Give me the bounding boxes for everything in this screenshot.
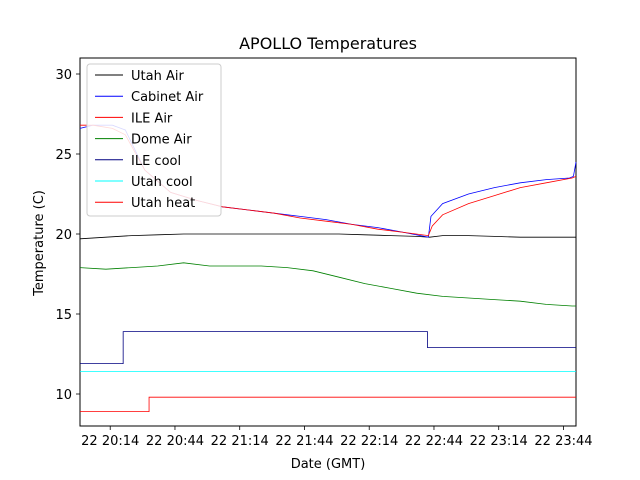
plot-frame [79, 57, 577, 427]
legend-label: Dome Air [131, 133, 192, 148]
x-tick-label: 22 20:44 [146, 434, 204, 449]
x-tick-label: 22 21:14 [211, 434, 269, 449]
series-line-ile-cool [80, 331, 576, 365]
x-tick-label: 22 22:44 [405, 434, 463, 449]
legend-label: Utah Air [131, 69, 184, 84]
y-axis-label: Temperature (C) [32, 190, 47, 297]
chart-title: APOLLO Temperatures [239, 34, 417, 53]
legend: Utah Air Cabinet Air ILE Air Dome Air ILE co… [86, 63, 222, 217]
x-axis-label: Date (GMT) [291, 457, 366, 472]
series-line-utah-air [79, 233, 576, 240]
x-axis: 22 20:14 22 20:44 22 21:14 22 21:44 22 22:14… [81, 426, 593, 449]
legend-label: ILE cool [131, 154, 181, 169]
legend-box [86, 63, 222, 217]
legend-label: Utah cool [131, 175, 193, 190]
series-line-dome-air [79, 262, 576, 307]
plot-area [79, 57, 577, 427]
y-tick-label: 20 [55, 228, 72, 243]
x-tick-label: 22 21:44 [275, 434, 333, 449]
y-tick-label: 30 [55, 68, 72, 83]
y-tick-label: 15 [55, 308, 72, 323]
x-tick-label: 22 20:14 [81, 434, 139, 449]
y-tick-label: 10 [55, 388, 72, 403]
y-tick-label: 25 [55, 148, 72, 163]
series-line-utah-heat [80, 396, 576, 413]
x-tick-label: 22 22:14 [340, 434, 398, 449]
legend-label: Cabinet Air [131, 90, 204, 105]
x-tick-label: 22 23:44 [534, 434, 592, 449]
legend-label: Utah heat [131, 196, 195, 211]
legend-label: ILE Air [131, 111, 173, 126]
x-tick-label: 22 23:14 [470, 434, 528, 449]
y-axis: 10 15 20 25 30 [55, 68, 80, 403]
